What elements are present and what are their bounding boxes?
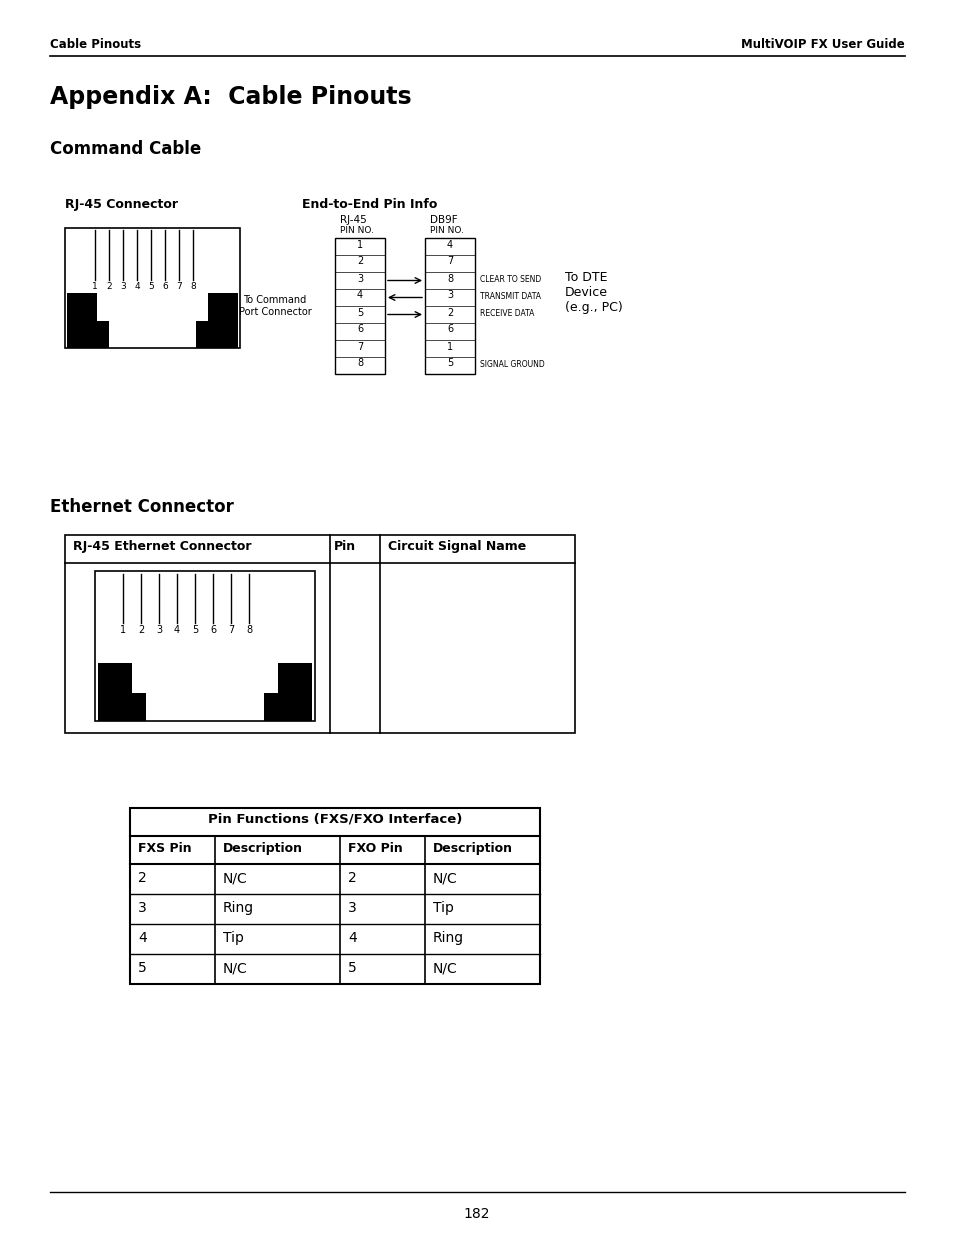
Text: N/C: N/C (433, 871, 457, 885)
Bar (65, 228, 240, 348)
Text: 6: 6 (210, 625, 215, 635)
Text: Circuit Signal Name: Circuit Signal Name (388, 540, 526, 553)
Text: To Command
Port Connector: To Command Port Connector (238, 295, 311, 317)
Text: 4: 4 (173, 625, 180, 635)
Text: 8: 8 (446, 273, 453, 284)
Text: 5: 5 (148, 282, 153, 291)
Text: PIN NO.: PIN NO. (339, 226, 374, 235)
Text: 7: 7 (176, 282, 182, 291)
Bar (130, 808, 539, 984)
Text: Pin Functions (FXS/FXO Interface): Pin Functions (FXS/FXO Interface) (208, 813, 461, 826)
Bar (132, 663, 146, 693)
Text: 2: 2 (138, 871, 147, 885)
Bar (264, 663, 312, 721)
Text: 2: 2 (348, 871, 356, 885)
Text: 182: 182 (463, 1207, 490, 1221)
Text: RJ-45 Connector: RJ-45 Connector (65, 198, 178, 211)
Text: RJ-45 Ethernet Connector: RJ-45 Ethernet Connector (73, 540, 252, 553)
Text: 3: 3 (348, 902, 356, 915)
Bar (67, 293, 109, 348)
Text: 5: 5 (192, 625, 198, 635)
Text: 7: 7 (228, 625, 233, 635)
Text: 8: 8 (246, 625, 252, 635)
Text: To DTE
Device
(e.g., PC): To DTE Device (e.g., PC) (564, 270, 622, 314)
Text: MultiVOIP FX User Guide: MultiVOIP FX User Guide (740, 38, 904, 51)
Text: CLEAR TO SEND: CLEAR TO SEND (479, 275, 540, 284)
Text: RJ-45: RJ-45 (339, 215, 366, 225)
Text: Description: Description (223, 842, 303, 855)
Text: 1: 1 (356, 240, 363, 249)
Text: Ring: Ring (433, 931, 464, 945)
Bar (424, 238, 475, 374)
Bar (335, 238, 385, 374)
Text: Ethernet Connector: Ethernet Connector (50, 498, 233, 516)
Text: 4: 4 (134, 282, 140, 291)
Text: 2: 2 (138, 625, 144, 635)
Text: Command Cable: Command Cable (50, 140, 201, 158)
Text: DB9F: DB9F (430, 215, 457, 225)
Bar (264, 663, 277, 693)
Text: End-to-End Pin Info: End-to-End Pin Info (302, 198, 437, 211)
Text: 6: 6 (356, 325, 363, 335)
Text: FXS Pin: FXS Pin (138, 842, 192, 855)
Bar (95, 571, 314, 721)
Text: 3: 3 (138, 902, 147, 915)
Text: 2: 2 (446, 308, 453, 317)
Text: 3: 3 (356, 273, 363, 284)
Text: 5: 5 (356, 308, 363, 317)
Text: PIN NO.: PIN NO. (430, 226, 463, 235)
Text: 8: 8 (356, 358, 363, 368)
Text: 7: 7 (356, 342, 363, 352)
Text: Tip: Tip (433, 902, 454, 915)
Bar (195, 293, 208, 321)
Text: 7: 7 (446, 257, 453, 267)
Bar (98, 663, 146, 721)
Text: 4: 4 (138, 931, 147, 945)
Bar (97, 293, 109, 321)
Text: Ring: Ring (223, 902, 253, 915)
Text: 3: 3 (155, 625, 162, 635)
Text: 3: 3 (120, 282, 126, 291)
Text: SIGNAL GROUND: SIGNAL GROUND (479, 359, 544, 369)
Text: RECEIVE DATA: RECEIVE DATA (479, 309, 534, 317)
Text: Description: Description (433, 842, 513, 855)
Text: 8: 8 (190, 282, 195, 291)
Text: Cable Pinouts: Cable Pinouts (50, 38, 141, 51)
Text: 5: 5 (348, 961, 356, 974)
Text: FXO Pin: FXO Pin (348, 842, 402, 855)
Text: 2: 2 (356, 257, 363, 267)
Text: Appendix A:  Cable Pinouts: Appendix A: Cable Pinouts (50, 85, 411, 109)
Text: 1: 1 (446, 342, 453, 352)
Text: 2: 2 (106, 282, 112, 291)
Bar (195, 293, 237, 348)
Text: 1: 1 (92, 282, 98, 291)
Text: 6: 6 (446, 325, 453, 335)
Bar (65, 535, 575, 734)
Text: N/C: N/C (433, 961, 457, 974)
Text: Pin: Pin (334, 540, 355, 553)
Text: 4: 4 (348, 931, 356, 945)
Text: N/C: N/C (223, 871, 248, 885)
Text: 4: 4 (356, 290, 363, 300)
Text: Tip: Tip (223, 931, 244, 945)
Text: 4: 4 (446, 240, 453, 249)
Text: TRANSMIT DATA: TRANSMIT DATA (479, 291, 540, 301)
Text: 5: 5 (138, 961, 147, 974)
Text: 5: 5 (446, 358, 453, 368)
Text: 1: 1 (120, 625, 126, 635)
Text: 3: 3 (446, 290, 453, 300)
Text: N/C: N/C (223, 961, 248, 974)
Text: 6: 6 (162, 282, 168, 291)
